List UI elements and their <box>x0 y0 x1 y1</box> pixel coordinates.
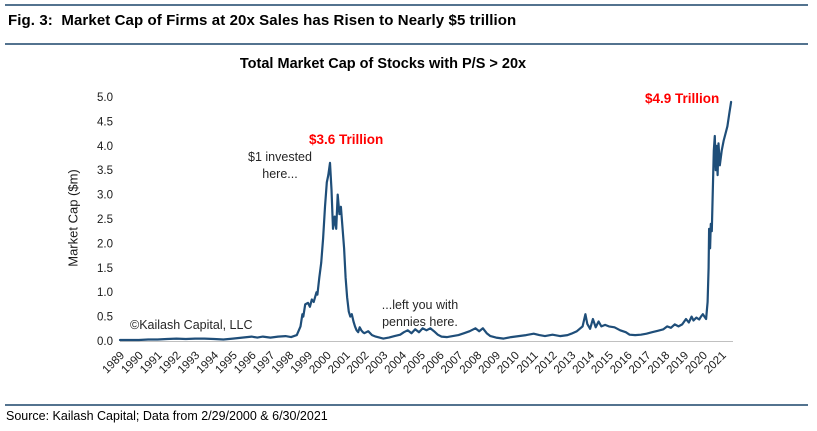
annotation-pennies-line2: pennies here. <box>382 314 458 329</box>
annotation-invested: $1 invested here... <box>226 149 334 183</box>
bottom-rule <box>5 404 808 406</box>
top-rule <box>5 4 808 6</box>
y-tick-label: 2.0 <box>97 238 113 250</box>
source-text: Source: Kailash Capital; Data from 2/29/… <box>6 409 328 423</box>
x-tick-label: 2021 <box>702 350 729 377</box>
y-tick-label: 1.5 <box>97 263 113 275</box>
annotation-peak-2021: $4.9 Trillion <box>645 91 720 106</box>
y-tick-label: 2.5 <box>97 214 113 226</box>
y-tick-label: 3.0 <box>97 190 113 202</box>
y-tick-label: 4.5 <box>97 116 113 128</box>
chart-title: Total Market Cap of Stocks with P/S > 20… <box>239 56 527 72</box>
y-tick-label: 4.0 <box>97 141 113 153</box>
y-tick-label: 5.0 <box>97 92 113 104</box>
copyright-watermark: ©Kailash Capital, LLC <box>130 318 253 332</box>
y-tick-label: 3.5 <box>97 165 113 177</box>
annotation-peak-2000: $3.6 Trillion <box>309 132 384 147</box>
y-tick-label: 0.0 <box>97 336 113 348</box>
figure-title: Fig. 3: Market Cap of Firms at 20x Sales… <box>8 12 517 29</box>
y-tick-label: 0.5 <box>97 312 113 324</box>
market-cap-line <box>118 100 733 342</box>
annotation-pennies-line1: ...left you with <box>381 298 459 312</box>
annotation-invested-line1: $1 invested <box>248 150 312 164</box>
annotation-invested-line2: here... <box>262 166 298 181</box>
y-tick-label: 1.0 <box>97 287 113 299</box>
annotation-pennies: ...left you with pennies here. <box>356 297 484 331</box>
title-divider-rule <box>5 43 808 45</box>
